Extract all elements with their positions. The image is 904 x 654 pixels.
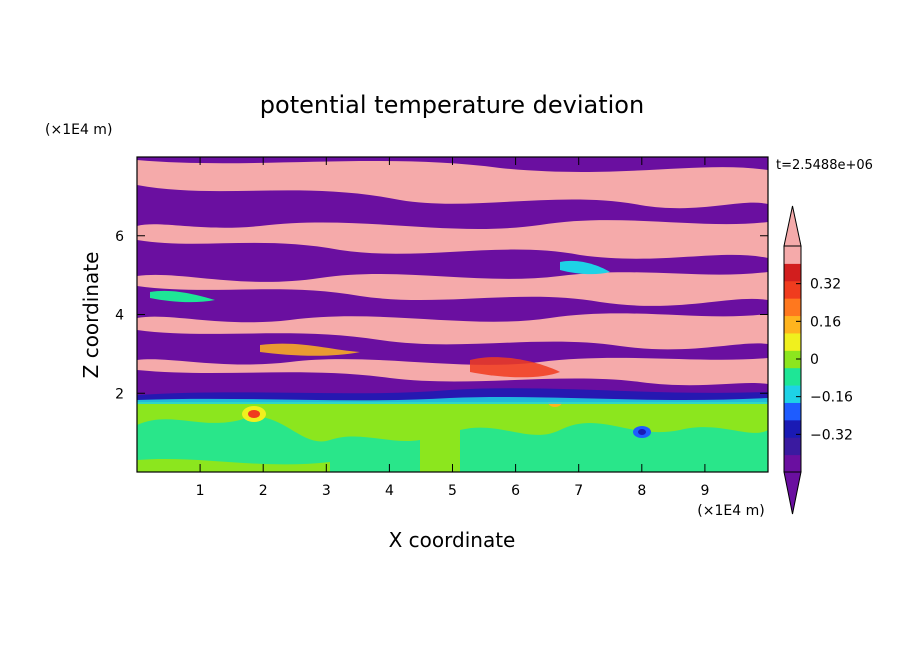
x-tick-label: 6	[511, 483, 520, 499]
colorbar-segment	[784, 246, 801, 264]
contour-field	[137, 157, 768, 472]
lower-strip	[137, 458, 330, 472]
colorbar-extend-top	[783, 205, 802, 247]
x-tick-label: 7	[574, 483, 583, 499]
band-2	[137, 185, 768, 229]
band-4	[137, 286, 768, 323]
colorbar: 0.32 0.16 0 −0.16 −0.32	[783, 205, 853, 515]
colorbar-tick-label: 0.16	[810, 314, 841, 330]
y-tick-label: 4	[115, 308, 124, 324]
x-axis-ticks: 1 2 3 4 5 6 7 8 9	[196, 157, 709, 499]
green-streak-1	[150, 290, 215, 303]
band-3	[137, 240, 768, 282]
y-tick-label: 6	[115, 229, 124, 245]
colorbar-segment	[784, 402, 801, 421]
x-axis-label: X coordinate	[389, 528, 516, 552]
colorbar-segment	[784, 385, 801, 403]
colorbar-segment	[784, 298, 801, 317]
x-tick-label: 9	[700, 483, 709, 499]
x-tick-label: 5	[448, 483, 457, 499]
lower-eddy-right	[460, 422, 768, 472]
time-label: t=2.5488e+06	[776, 158, 873, 173]
x-tick-label: 8	[637, 483, 646, 499]
colorbar-segment	[784, 419, 801, 438]
colorbar-tick-label: −0.16	[810, 390, 853, 406]
x-tick-label: 1	[196, 483, 205, 499]
band-top	[137, 157, 768, 172]
cyan-streak-1	[560, 260, 610, 275]
y-unit-label: (×1E4 m)	[45, 122, 112, 138]
transition-cyan	[137, 397, 768, 404]
colorbar-segment	[784, 280, 801, 299]
colorbar-segment	[784, 263, 801, 282]
x-tick-label: 3	[322, 483, 331, 499]
colorbar-extend-bottom	[783, 471, 802, 515]
colorbar-segment	[784, 332, 801, 351]
colorbar-segment	[784, 350, 801, 369]
colorbar-tick-label: −0.32	[810, 427, 853, 443]
colorbar-segment	[784, 315, 801, 334]
x-tick-label: 4	[385, 483, 394, 499]
colorbar-segment	[784, 454, 801, 473]
colorbar-segment	[784, 367, 801, 386]
band-5	[137, 330, 768, 365]
colorbar-tick-label: 0	[810, 352, 819, 368]
x-tick-label: 2	[259, 483, 268, 499]
warm-streak-2	[260, 343, 360, 356]
warm-blob-1-core	[248, 410, 260, 418]
colorbar-segment	[784, 437, 801, 456]
chart-title: potential temperature deviation	[260, 91, 644, 119]
x-unit-label: (×1E4 m)	[697, 503, 764, 519]
transition-blue	[137, 388, 768, 402]
y-axis-label: Z coordinate	[79, 252, 103, 379]
lower-eddy-left	[137, 416, 420, 472]
cold-blob-1-core	[638, 429, 646, 435]
colorbar-tick-label: 0.32	[810, 277, 841, 293]
y-tick-label: 2	[115, 386, 124, 402]
warm-streak-1	[470, 357, 560, 378]
y-axis-ticks: 2 4 6	[115, 229, 768, 402]
